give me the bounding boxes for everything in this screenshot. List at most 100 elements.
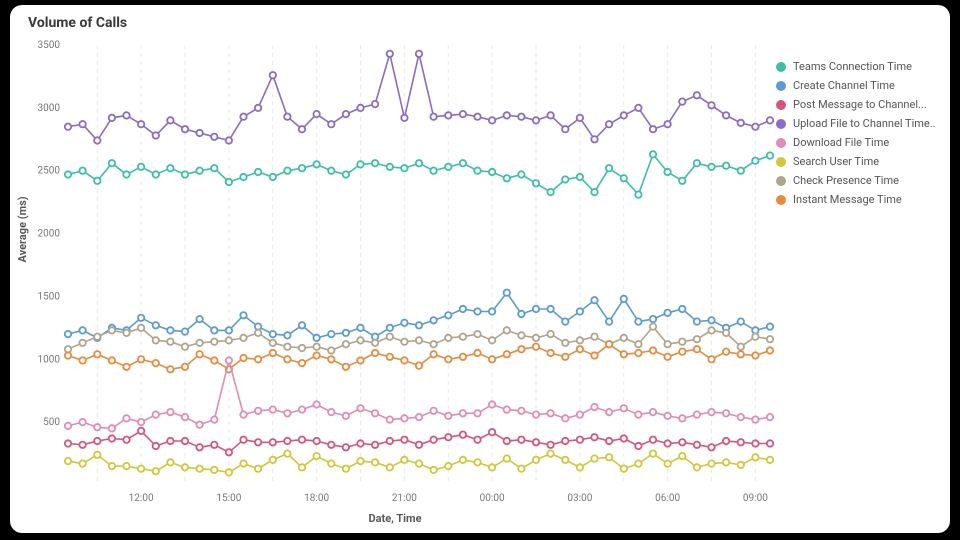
series-point[interactable]	[606, 318, 612, 324]
series-point[interactable]	[547, 112, 553, 118]
series-point[interactable]	[767, 152, 773, 158]
series-point[interactable]	[313, 401, 319, 407]
series-point[interactable]	[109, 425, 115, 431]
series-point[interactable]	[196, 444, 202, 450]
series-point[interactable]	[94, 424, 100, 430]
series-point[interactable]	[621, 466, 627, 472]
series-point[interactable]	[562, 457, 568, 463]
series-point[interactable]	[211, 357, 217, 363]
series-point[interactable]	[474, 114, 480, 120]
series-point[interactable]	[591, 334, 597, 340]
series-point[interactable]	[79, 327, 85, 333]
series-point[interactable]	[357, 161, 363, 167]
series-point[interactable]	[211, 442, 217, 448]
series-point[interactable]	[196, 168, 202, 174]
series-point[interactable]	[328, 347, 334, 353]
series-point[interactable]	[664, 413, 670, 419]
series-point[interactable]	[226, 327, 232, 333]
series-point[interactable]	[196, 340, 202, 346]
series-point[interactable]	[474, 168, 480, 174]
series-point[interactable]	[445, 164, 451, 170]
series-point[interactable]	[328, 442, 334, 448]
series-point[interactable]	[226, 137, 232, 143]
series-point[interactable]	[299, 406, 305, 412]
series-point[interactable]	[357, 325, 363, 331]
series-point[interactable]	[606, 165, 612, 171]
series-point[interactable]	[79, 442, 85, 448]
series-point[interactable]	[474, 308, 480, 314]
series-point[interactable]	[723, 459, 729, 465]
series-point[interactable]	[372, 350, 378, 356]
series-point[interactable]	[708, 356, 714, 362]
series-point[interactable]	[357, 440, 363, 446]
series-point[interactable]	[255, 356, 261, 362]
series-point[interactable]	[738, 439, 744, 445]
series-point[interactable]	[416, 362, 422, 368]
series-point[interactable]	[211, 165, 217, 171]
series-point[interactable]	[138, 466, 144, 472]
series-point[interactable]	[562, 415, 568, 421]
series-point[interactable]	[270, 350, 276, 356]
series-point[interactable]	[591, 455, 597, 461]
series-point[interactable]	[606, 341, 612, 347]
legend-item[interactable]: Instant Message Time	[776, 193, 936, 206]
series-point[interactable]	[167, 459, 173, 465]
series-point[interactable]	[211, 327, 217, 333]
series-point[interactable]	[270, 72, 276, 78]
series-point[interactable]	[255, 105, 261, 111]
series-point[interactable]	[752, 416, 758, 422]
series-point[interactable]	[94, 438, 100, 444]
series-point[interactable]	[591, 189, 597, 195]
series-point[interactable]	[226, 337, 232, 343]
series-point[interactable]	[504, 455, 510, 461]
series-point[interactable]	[182, 364, 188, 370]
series-point[interactable]	[650, 316, 656, 322]
series-point[interactable]	[767, 117, 773, 123]
series-point[interactable]	[343, 330, 349, 336]
series-point[interactable]	[489, 337, 495, 343]
series-point[interactable]	[284, 450, 290, 456]
series-point[interactable]	[299, 464, 305, 470]
series-point[interactable]	[547, 189, 553, 195]
series-point[interactable]	[65, 331, 71, 337]
series-point[interactable]	[416, 160, 422, 166]
series-point[interactable]	[679, 349, 685, 355]
series-point[interactable]	[577, 174, 583, 180]
series-point[interactable]	[679, 415, 685, 421]
series-point[interactable]	[460, 457, 466, 463]
series-point[interactable]	[533, 411, 539, 417]
series-point[interactable]	[153, 468, 159, 474]
legend-item[interactable]: Create Channel Time	[776, 79, 936, 92]
series-point[interactable]	[577, 346, 583, 352]
series-point[interactable]	[343, 341, 349, 347]
series-point[interactable]	[123, 463, 129, 469]
series-point[interactable]	[299, 437, 305, 443]
series-point[interactable]	[562, 176, 568, 182]
series-point[interactable]	[533, 335, 539, 341]
series-point[interactable]	[577, 337, 583, 343]
series-point[interactable]	[694, 92, 700, 98]
series-point[interactable]	[591, 434, 597, 440]
series-point[interactable]	[270, 174, 276, 180]
series-point[interactable]	[138, 315, 144, 321]
series-point[interactable]	[694, 411, 700, 417]
series-point[interactable]	[299, 360, 305, 366]
series-point[interactable]	[752, 334, 758, 340]
series-point[interactable]	[328, 331, 334, 337]
series-point[interactable]	[416, 460, 422, 466]
series-point[interactable]	[372, 160, 378, 166]
series-point[interactable]	[416, 322, 422, 328]
series-point[interactable]	[460, 160, 466, 166]
series-point[interactable]	[79, 168, 85, 174]
series-point[interactable]	[284, 332, 290, 338]
series-point[interactable]	[255, 439, 261, 445]
series-point[interactable]	[328, 121, 334, 127]
series-point[interactable]	[430, 341, 436, 347]
series-point[interactable]	[738, 351, 744, 357]
series-point[interactable]	[504, 438, 510, 444]
series-point[interactable]	[694, 336, 700, 342]
series-point[interactable]	[226, 469, 232, 475]
series-point[interactable]	[109, 115, 115, 121]
series-point[interactable]	[387, 164, 393, 170]
series-point[interactable]	[460, 410, 466, 416]
